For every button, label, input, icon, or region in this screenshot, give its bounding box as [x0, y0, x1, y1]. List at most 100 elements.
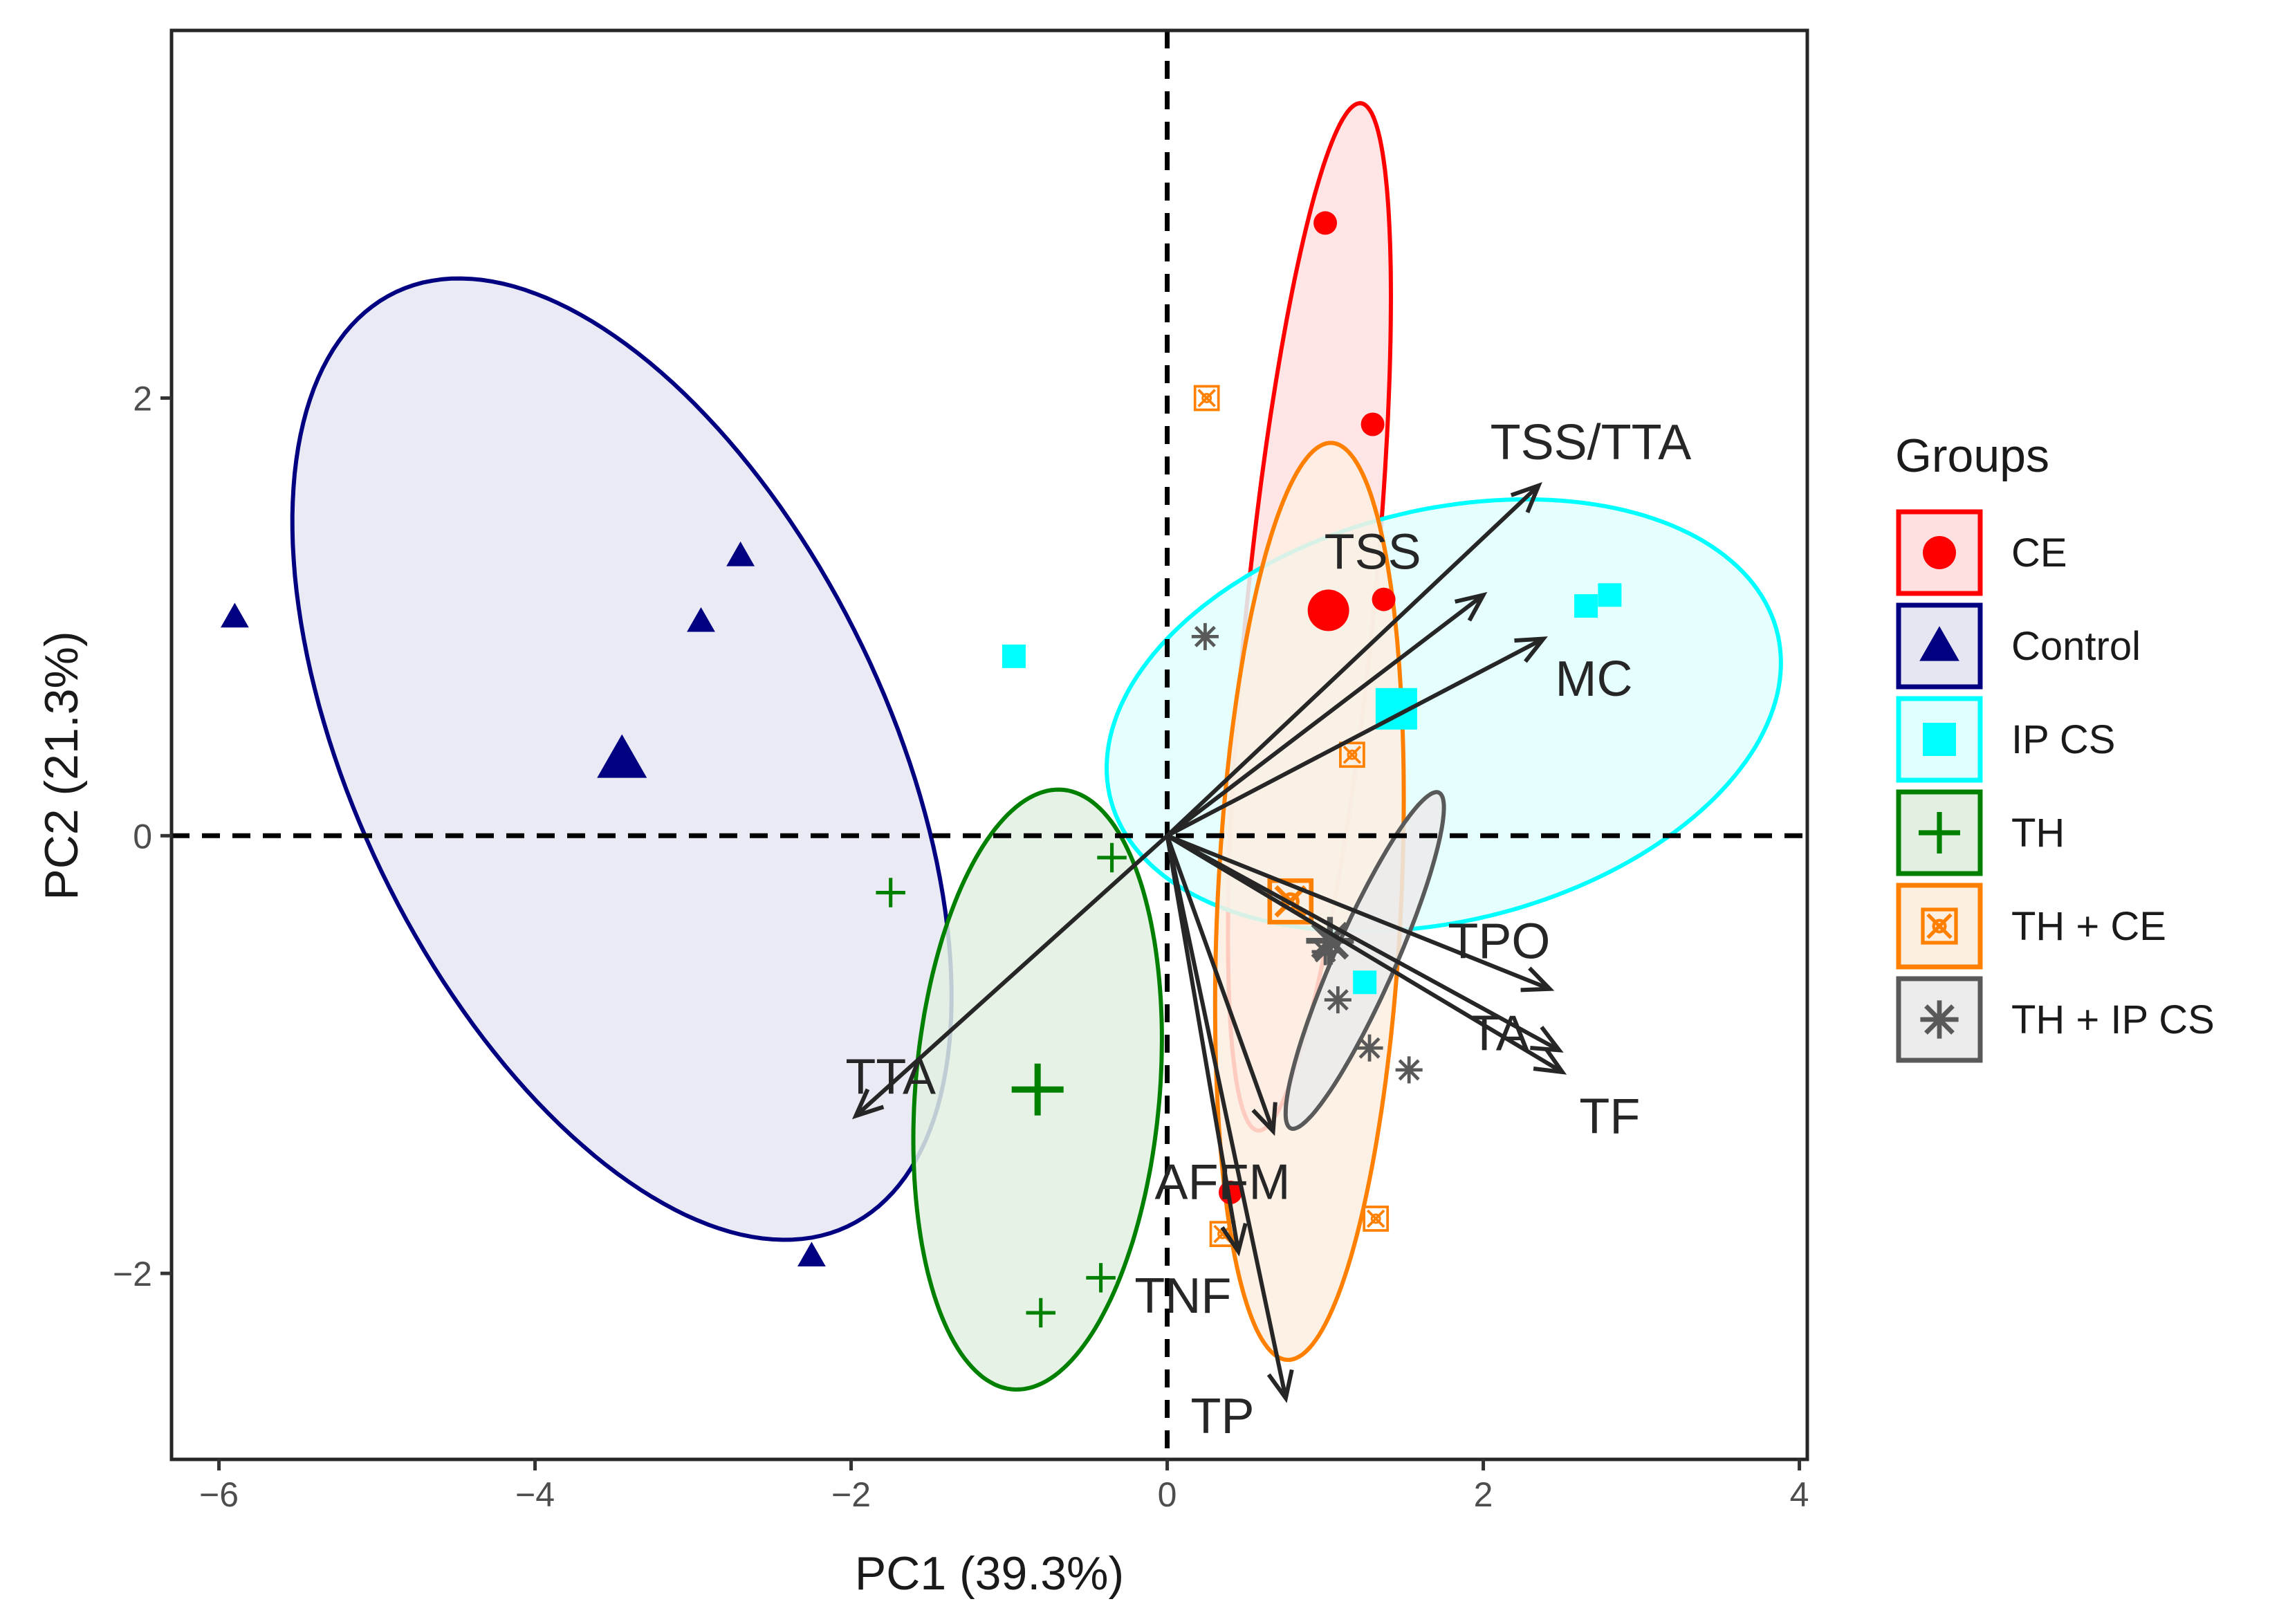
legend-label-ce: CE	[2011, 530, 2067, 575]
y-tick-label-0: −2	[113, 1255, 152, 1293]
legend-marker-th	[1919, 812, 1960, 853]
point-ip-cs-4	[1353, 970, 1377, 995]
loading-tss	[1165, 591, 1488, 838]
point-ce-1	[1360, 412, 1385, 436]
loading-label-tnf: TNF	[1134, 1268, 1231, 1324]
legend-item-th-ip-cs: TH + IP CS	[1896, 976, 2215, 1063]
point-control-1	[726, 541, 755, 566]
loading-arrow-ta	[1166, 833, 1560, 1052]
loading-tf	[1166, 833, 1567, 1075]
point-ce-3	[1218, 1181, 1242, 1205]
loading-tp	[1165, 835, 1294, 1403]
point-th-ip-cs-0	[1191, 622, 1219, 650]
legend-item-th: TH	[1896, 789, 2065, 876]
point-th-ce-1-d2	[1343, 746, 1362, 764]
loading-affm	[1165, 835, 1277, 1136]
legend-item-ip-cs: IP CS	[1896, 696, 2115, 783]
loading-label-tf: TF	[1579, 1089, 1640, 1145]
point-th-ip-cs-1-ray3	[1327, 989, 1349, 1011]
loading-arrowhead-mc	[1514, 636, 1548, 663]
legend-marker-ip-cs	[1923, 723, 1956, 756]
loading-arrow-tp	[1165, 835, 1288, 1399]
point-th-ip-cs-2	[1356, 1034, 1383, 1062]
legend-marker-th-ip-cs-ray3	[1924, 1004, 1955, 1035]
legend-key-th	[1896, 789, 1983, 876]
legend: Groups CE Control IP CS TH TH + CE TH + IP CS	[1895, 430, 2215, 1063]
loading-label-tpo: TPO	[1448, 914, 1550, 970]
loading-arrowhead-tf	[1533, 1046, 1567, 1075]
point-ce-0	[1313, 211, 1338, 235]
legend-label-control: Control	[2011, 624, 2141, 669]
x-tick-label-3: 0	[1158, 1475, 1177, 1514]
legend-marker-ce	[1923, 536, 1956, 569]
loading-label-tss: TSS	[1325, 524, 1421, 580]
point-ip-cs-4-shape	[1353, 970, 1377, 995]
loading-arrowhead-tnf	[1220, 1223, 1248, 1257]
loading-arrow-tf	[1166, 833, 1564, 1074]
panel-border	[169, 28, 1809, 1461]
loading-arrow-tnf	[1165, 835, 1241, 1252]
point-th-ip-cs-1	[1324, 986, 1351, 1014]
x-tick-label-2: −2	[831, 1475, 871, 1514]
centroid-th	[1011, 1063, 1064, 1116]
point-control-3-shape	[797, 1242, 826, 1267]
centroid-control	[597, 734, 647, 778]
points-ce	[1218, 211, 1396, 1205]
point-th-2	[1086, 1263, 1116, 1293]
loading-arrowhead-tta	[851, 1088, 885, 1120]
legend-marker-th-ip-cs	[1920, 1000, 1959, 1039]
loading-label-mc: MC	[1556, 652, 1633, 707]
point-th-ip-cs-3	[1395, 1056, 1423, 1084]
centroid-th-ce-box	[1267, 878, 1314, 925]
loading-labels: TSS/TTA TSS MC TPO TA TF TTA AFFM TNF TP	[845, 415, 1691, 1444]
loading-arrowhead-tpo	[1520, 966, 1555, 993]
point-th-ce-3-box	[1363, 1206, 1390, 1232]
point-th-ce-0	[1193, 385, 1220, 412]
centroid-ce	[1307, 589, 1349, 631]
x-axis-title: PC1 (39.3%)	[855, 1547, 1124, 1600]
point-control-0	[221, 602, 249, 628]
loading-arrowhead-tp	[1266, 1369, 1294, 1403]
loading-tpo	[1166, 833, 1555, 993]
loading-arrow-tss-tta	[1165, 483, 1540, 838]
legend-marker-ce-shape	[1923, 536, 1956, 569]
point-th-ce-0-box	[1193, 385, 1220, 412]
ellipse-th-ip-cs	[1283, 790, 1446, 1131]
point-control-1-shape	[726, 541, 755, 566]
legend-label-ip-cs: IP CS	[2011, 717, 2115, 762]
point-th-ce-2-d2	[1213, 1224, 1232, 1244]
legend-label-th-ce: TH + CE	[2011, 904, 2166, 949]
point-th-0	[876, 878, 905, 907]
loading-label-tta: TTA	[845, 1050, 936, 1105]
loading-arrowhead-tss	[1454, 591, 1488, 622]
point-control-3	[797, 1242, 826, 1267]
point-ce-1-shape	[1360, 412, 1385, 436]
point-ip-cs-1-shape	[1574, 594, 1598, 618]
point-th-ce-0-d2	[1197, 389, 1216, 407]
legend-key-ip-cs	[1896, 696, 1983, 783]
x-tick-label-1: −4	[515, 1475, 555, 1514]
loading-arrowhead-tss-tta	[1510, 482, 1542, 514]
legend-item-ce: CE	[1896, 509, 2067, 596]
legend-marker-th-ce-dot	[1932, 919, 1947, 934]
point-ce-3-shape	[1218, 1181, 1242, 1205]
point-th-3	[1026, 1298, 1056, 1328]
legend-marker-th-ce-d2	[1926, 913, 1953, 939]
y-axis-title: PC2 (21.3%)	[35, 631, 88, 900]
x-tick-label-0: −6	[199, 1475, 239, 1514]
loading-arrow-affm	[1165, 835, 1275, 1132]
loading-label-tss-tta: TSS/TTA	[1491, 415, 1692, 470]
loading-tta	[851, 834, 1169, 1120]
loading-arrow-tta	[854, 834, 1169, 1118]
centroid-ce-shape	[1307, 589, 1349, 631]
x-tick-label-5: 4	[1790, 1475, 1809, 1514]
legend-marker-th-ce	[1921, 907, 1958, 945]
y-tick-label-2: 2	[133, 380, 152, 418]
point-th-ip-cs-3-ray3	[1398, 1059, 1420, 1081]
legend-marker-th-ce-box	[1921, 907, 1958, 945]
point-th-ip-cs-0-ray3	[1194, 625, 1216, 647]
panel-content: TSS/TTA TSS MC TPO TA TF TTA AFFM TNF TP	[172, 30, 1807, 1459]
point-th-ce-1	[1339, 741, 1365, 768]
point-ip-cs-0	[1002, 644, 1026, 668]
